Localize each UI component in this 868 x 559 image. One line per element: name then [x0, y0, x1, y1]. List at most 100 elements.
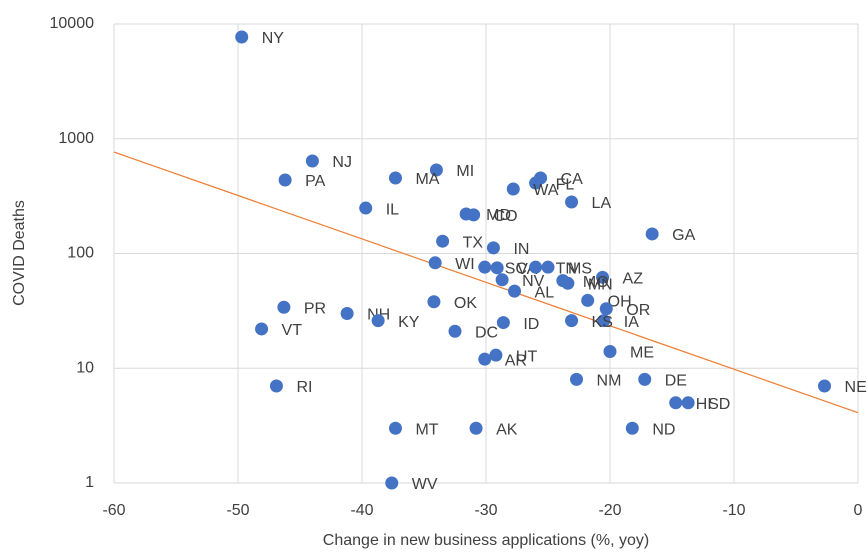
point-label: NY: [262, 30, 285, 47]
point-label: IA: [624, 314, 639, 331]
point-label: NE: [845, 379, 867, 396]
point: [541, 260, 555, 274]
point-label: WI: [455, 256, 475, 273]
point: [506, 182, 520, 196]
point: [448, 324, 462, 338]
x-tick-label: -20: [598, 502, 621, 519]
point: [486, 241, 500, 255]
point-label: AK: [496, 421, 518, 438]
point: [596, 270, 610, 284]
point-label: ND: [652, 421, 675, 438]
point: [565, 314, 579, 328]
point: [561, 276, 575, 290]
point: [428, 256, 442, 270]
y-tick-label: 100: [67, 245, 94, 262]
point-label: OH: [608, 294, 632, 311]
point: [305, 154, 319, 168]
point: [371, 314, 385, 328]
y-tick-label: 10: [76, 359, 94, 376]
point: [496, 316, 510, 330]
point-label: CO: [494, 208, 518, 225]
point-label: CA: [561, 171, 584, 188]
point: [388, 171, 402, 185]
point: [599, 302, 613, 316]
point: [277, 300, 291, 314]
x-tick-label: -10: [722, 502, 745, 519]
point-label: MO: [583, 274, 609, 291]
point: [478, 352, 492, 366]
point-label: MA: [415, 171, 439, 188]
point-label: MN: [588, 277, 613, 294]
point: [529, 260, 543, 274]
point: [529, 176, 543, 190]
point-label: NM: [597, 373, 622, 390]
point-label: LA: [592, 195, 612, 212]
point-label: PR: [304, 300, 326, 317]
point-label: NV: [522, 273, 545, 290]
point: [645, 227, 659, 241]
point-label: RI: [296, 379, 312, 396]
point-label: OK: [454, 295, 477, 312]
point: [490, 261, 504, 275]
point-label: TX: [463, 234, 484, 251]
point-label: IL: [386, 201, 399, 218]
point-label: VT: [282, 322, 303, 339]
point-label: KS: [592, 314, 613, 331]
point-label: DC: [475, 324, 498, 341]
point-label: FL: [556, 176, 575, 193]
point: [359, 201, 373, 215]
x-tick-label: -40: [350, 502, 373, 519]
point-label: MI: [456, 163, 474, 180]
point: [427, 295, 441, 309]
point-label: GA: [672, 227, 695, 244]
point-label: PA: [305, 173, 325, 190]
point-label: UT: [516, 348, 538, 365]
point-label: DE: [665, 373, 687, 390]
point: [340, 307, 354, 321]
point: [469, 421, 483, 435]
point: [269, 379, 283, 393]
point: [385, 476, 399, 490]
point-label: ID: [523, 316, 539, 333]
point-label: MT: [415, 421, 438, 438]
point: [388, 421, 402, 435]
y-tick-label: 1: [85, 474, 94, 491]
point-label: WA: [533, 182, 559, 199]
y-tick-label: 10000: [50, 15, 95, 32]
point: [508, 284, 522, 298]
point-label: ME: [630, 345, 654, 362]
point: [570, 372, 584, 386]
point-label: HI: [696, 396, 712, 413]
point: [565, 195, 579, 209]
point-label: AZ: [623, 271, 644, 288]
point: [255, 322, 269, 336]
x-axis-title: Change in new business applications (%, …: [323, 532, 649, 549]
point-label: MD: [486, 207, 511, 224]
point-label: AL: [535, 284, 555, 301]
point: [478, 260, 492, 274]
point-label: OR: [626, 302, 650, 319]
point: [669, 396, 683, 410]
point: [638, 372, 652, 386]
point-label: WV: [412, 476, 438, 493]
point-label: KY: [398, 314, 420, 331]
point: [489, 348, 503, 362]
point: [603, 344, 617, 358]
x-tick-label: -30: [474, 502, 497, 519]
point: [681, 396, 695, 410]
point-label: AR: [505, 352, 527, 369]
point: [436, 234, 450, 248]
y-tick-label: 1000: [58, 130, 94, 147]
trendline: [113, 151, 859, 414]
point-label: TN: [556, 260, 577, 277]
point-label: NJ: [332, 154, 352, 171]
point: [278, 173, 292, 187]
point: [581, 293, 595, 307]
x-tick-label: -50: [226, 502, 249, 519]
point: [495, 273, 509, 287]
point: [625, 421, 639, 435]
point: [597, 314, 611, 328]
point-label: IN: [513, 241, 529, 258]
point-label: SD: [708, 396, 730, 413]
